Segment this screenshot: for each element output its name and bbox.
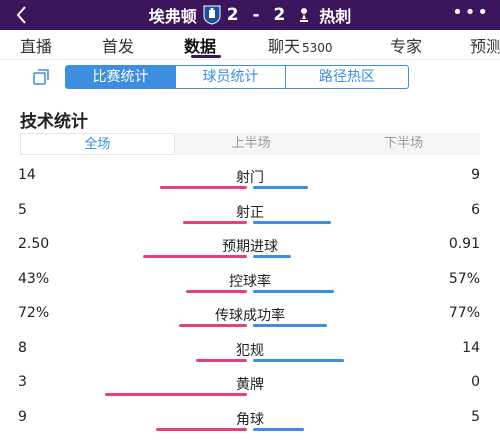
stat-label: 预期进球 xyxy=(222,239,278,255)
stat-away-value: 9 xyxy=(471,167,480,183)
stat-label: 黄牌 xyxy=(236,377,264,393)
stat-row: 9 角球 5 xyxy=(0,404,500,438)
stat-home-bar xyxy=(105,393,247,396)
away-team-name: 热刺 xyxy=(319,7,352,26)
stat-home-value: 43% xyxy=(18,270,50,287)
match-score: 2 - 2 xyxy=(226,5,290,25)
stat-home-value: 3 xyxy=(18,374,27,390)
period-first-half[interactable]: 上半场 xyxy=(231,136,271,151)
tab-predictions[interactable]: 预测 xyxy=(470,37,500,56)
stat-away-bar xyxy=(253,358,344,362)
copy-icon[interactable] xyxy=(32,68,50,86)
subtab-match-stats[interactable]: 比赛统计 xyxy=(66,66,176,88)
stat-row: 14 射门 9 xyxy=(0,162,500,196)
stat-label: 犯规 xyxy=(236,342,264,359)
stat-home-bar xyxy=(186,289,247,293)
stat-home-bar xyxy=(196,358,247,362)
stat-home-bar xyxy=(179,324,247,327)
period-full-match[interactable]: 全场 xyxy=(20,133,175,155)
match-summary: 埃弗顿 2 - 2 热刺 xyxy=(0,0,500,30)
stat-away-bar xyxy=(253,289,334,293)
stat-away-bar xyxy=(253,324,327,327)
stat-away-bar xyxy=(253,220,331,224)
tab-live[interactable]: 直播 xyxy=(20,37,53,56)
home-team-name: 埃弗顿 xyxy=(148,7,197,26)
stat-home-value: 8 xyxy=(18,339,27,356)
tottenham-crest-icon xyxy=(295,5,313,25)
chat-count: 5300 xyxy=(302,41,333,55)
stat-home-bar xyxy=(143,255,247,258)
stat-row: 3 黄牌 0 xyxy=(0,369,500,403)
stat-row: 43% 控球率 57% xyxy=(0,266,500,300)
stat-home-value: 5 xyxy=(18,201,27,218)
stat-home-bar xyxy=(183,220,247,224)
subtab-player-stats[interactable]: 球员统计 xyxy=(176,66,286,88)
stat-label: 角球 xyxy=(236,411,264,428)
stat-home-value: 2.50 xyxy=(18,236,50,252)
stat-row: 8 犯规 14 xyxy=(0,335,500,369)
stat-away-value: 14 xyxy=(462,339,480,356)
stat-away-value: 0.91 xyxy=(448,236,480,252)
stat-away-value: 77% xyxy=(448,305,480,321)
match-header: 埃弗顿 2 - 2 热刺 ••• xyxy=(0,0,500,30)
stat-row: 72% 传球成功率 77% xyxy=(0,300,500,334)
period-second-half[interactable]: 下半场 xyxy=(384,136,424,151)
stat-home-bar xyxy=(156,427,247,431)
tab-data[interactable]: 数据 xyxy=(184,37,217,56)
stat-home-value: 72% xyxy=(18,305,50,321)
stat-away-bar xyxy=(253,427,304,431)
tab-chat[interactable]: 聊天 5300 xyxy=(268,33,333,57)
tab-experts[interactable]: 专家 xyxy=(390,37,423,56)
stat-row: 2.50 预期进球 0.91 xyxy=(0,231,500,265)
stat-home-value: 14 xyxy=(18,167,36,183)
everton-crest-icon xyxy=(203,5,221,25)
main-nav: 直播 首发 数据 聊天 5300 专家 预测 xyxy=(0,30,500,60)
stats-subtabs: 比赛统计 球员统计 路径热区 xyxy=(65,65,409,89)
stat-label: 射门 xyxy=(236,170,264,186)
stat-away-bar xyxy=(253,186,308,189)
stat-away-bar xyxy=(253,255,291,258)
section-title: 技术统计 xyxy=(20,112,88,132)
tab-lineup[interactable]: 首发 xyxy=(102,37,135,56)
stat-away-value: 57% xyxy=(448,270,480,287)
back-chevron-icon[interactable] xyxy=(12,3,32,27)
stat-away-value: 6 xyxy=(471,201,480,218)
active-tab-indicator xyxy=(191,55,221,58)
more-menu-icon[interactable]: ••• xyxy=(452,2,490,23)
stat-away-value: 0 xyxy=(471,374,480,390)
stat-row: 5 射正 6 xyxy=(0,197,500,231)
period-tabs: 全场 上半场 下半场 xyxy=(20,133,480,155)
stat-away-value: 5 xyxy=(471,408,480,425)
tab-chat-label: 聊天 xyxy=(268,37,301,56)
stat-label: 控球率 xyxy=(229,273,271,290)
stat-home-bar xyxy=(160,186,247,189)
subtab-heatmap[interactable]: 路径热区 xyxy=(319,69,375,85)
stat-home-value: 9 xyxy=(18,408,27,425)
stat-label: 传球成功率 xyxy=(215,308,285,324)
stat-label: 射正 xyxy=(236,204,264,221)
